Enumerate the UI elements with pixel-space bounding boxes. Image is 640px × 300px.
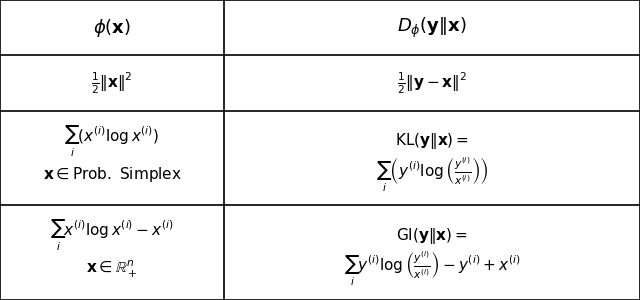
Text: $\sum_i \left( y^{(i)} \log\left(\frac{y^{(i)}}{x^{(i)}}\right) \right)$: $\sum_i \left( y^{(i)} \log\left(\frac{y… (376, 155, 488, 194)
Text: $\sum_i (x^{(i)} \log x^{(i)})$: $\sum_i (x^{(i)} \log x^{(i)})$ (65, 124, 159, 158)
Text: $\sum_i x^{(i)} \log x^{(i)} - x^{(i)}$: $\sum_i x^{(i)} \log x^{(i)} - x^{(i)}$ (51, 219, 173, 253)
Text: $\mathbf{x} \in \mathbb{R}^n_+$: $\mathbf{x} \in \mathbb{R}^n_+$ (86, 259, 138, 280)
Text: $D_{\phi}(\mathbf{y}\|\mathbf{x})$: $D_{\phi}(\mathbf{y}\|\mathbf{x})$ (397, 16, 467, 40)
Text: $\mathrm{GI}(\mathbf{y}\|\mathbf{x}) =$: $\mathrm{GI}(\mathbf{y}\|\mathbf{x}) =$ (396, 226, 468, 246)
Text: $\mathrm{KL}(\mathbf{y}\|\mathbf{x}) =$: $\mathrm{KL}(\mathbf{y}\|\mathbf{x}) =$ (395, 131, 469, 152)
Text: $\phi(\mathbf{x})$: $\phi(\mathbf{x})$ (93, 16, 131, 39)
Text: $\frac{1}{2}\|\mathbf{x}\|^2$: $\frac{1}{2}\|\mathbf{x}\|^2$ (91, 70, 133, 96)
Text: $\mathbf{x} \in \mathrm{Prob.\ Simplex}$: $\mathbf{x} \in \mathrm{Prob.\ Simplex}$ (42, 165, 182, 184)
Text: $\sum_i y^{(i)} \log\left(\frac{y^{(i)}}{x^{(i)}}\right) - y^{(i)} + x^{(i)}$: $\sum_i y^{(i)} \log\left(\frac{y^{(i)}}… (344, 250, 520, 288)
Text: $\frac{1}{2}\|\mathbf{y} - \mathbf{x}\|^2$: $\frac{1}{2}\|\mathbf{y} - \mathbf{x}\|^… (397, 70, 467, 96)
